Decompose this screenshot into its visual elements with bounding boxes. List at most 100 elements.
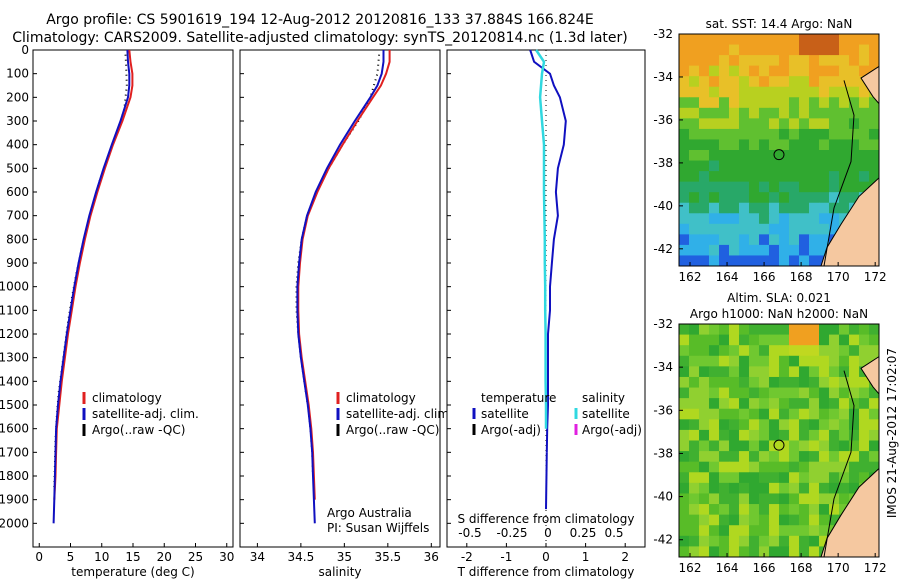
sla-map-cell xyxy=(799,355,810,367)
sla-map-cell xyxy=(689,398,700,410)
sla-map-cell xyxy=(699,546,710,558)
sla-map-cell xyxy=(739,429,750,441)
sst-map-cell xyxy=(679,181,690,193)
sla-map-cell xyxy=(729,366,740,378)
sla-map-cell xyxy=(739,387,750,399)
sla-map-cell xyxy=(729,440,740,452)
sst-map-cell xyxy=(859,139,870,151)
sst-map-cell xyxy=(689,118,700,130)
sla-map-cell xyxy=(799,376,810,389)
sst-map-cell xyxy=(769,107,780,119)
sst-lat-tick-label: -40 xyxy=(653,199,673,213)
sdiff-tick-label: 0.25 xyxy=(570,526,597,540)
sla-map-cell xyxy=(759,482,770,494)
satellite-tdiff-tail xyxy=(545,452,548,510)
sla-map-cell xyxy=(719,387,730,399)
sla-map-cell xyxy=(799,514,810,526)
sla-map-cell xyxy=(729,461,740,473)
sst-map-cell xyxy=(779,128,790,140)
sla-map-cell xyxy=(699,366,710,378)
sla-map-cell xyxy=(689,345,700,357)
salinity-axis-label: salinity xyxy=(318,565,361,579)
sst-map-cell xyxy=(829,223,840,235)
sla-map-cell xyxy=(729,504,740,516)
sla-map-cell xyxy=(719,366,730,378)
sst-map-cell xyxy=(739,139,750,151)
sst-map-cell xyxy=(739,160,750,172)
sla-map-cell xyxy=(759,493,770,505)
sla-map-cell xyxy=(699,408,710,420)
sst-map-cell xyxy=(759,86,770,98)
sst-contour-line xyxy=(823,80,855,267)
sst-map-cell xyxy=(689,128,700,140)
sla-map-cell xyxy=(799,451,810,463)
sla-map-cell xyxy=(749,355,760,367)
sst-map-cell xyxy=(809,76,820,88)
sst-map-cell xyxy=(729,107,740,119)
sst-lon-tick-label: 162 xyxy=(679,270,702,284)
sst-map-cell xyxy=(769,160,780,172)
sla-map-cell xyxy=(819,324,830,336)
sst-map-cell xyxy=(849,128,860,140)
sla-map-cell xyxy=(789,398,800,410)
tdiff-tick-label: -1 xyxy=(500,550,512,564)
sst-map-cell xyxy=(739,181,750,193)
sst-map-cell xyxy=(769,181,780,193)
sla-map-cell xyxy=(809,482,820,494)
sla-map-cell xyxy=(789,482,800,494)
sla-map-cell xyxy=(789,366,800,378)
sla-lon-tick-label: 172 xyxy=(864,561,887,575)
depth-tick-label: 800 xyxy=(6,232,29,246)
sla-map-cell xyxy=(699,440,710,452)
sla-map-cell xyxy=(749,535,760,547)
sst-map-cell xyxy=(749,97,760,109)
sla-map-cell xyxy=(789,440,800,452)
sla-map-cell xyxy=(779,461,790,473)
sla-map-cell xyxy=(749,440,760,452)
sla-map-cell xyxy=(739,535,750,547)
sst-map-cell xyxy=(689,97,700,109)
sla-map-cell xyxy=(759,461,770,473)
sla-map-cell xyxy=(849,376,860,389)
sst-map-cell xyxy=(869,97,880,109)
sla-contour-line xyxy=(823,370,855,558)
sla-map-cell xyxy=(829,408,840,420)
sdiff-axis-label: S difference from climatology xyxy=(458,512,635,526)
sla-map-cell xyxy=(819,482,830,494)
sst-map-cell xyxy=(819,44,830,56)
sla-map-cell xyxy=(689,366,700,378)
sst-map-cell xyxy=(779,213,790,225)
sst-map-cell xyxy=(739,118,750,130)
sla-map-cell xyxy=(759,366,770,378)
sla-map-cell xyxy=(719,546,730,558)
sst-map-cell xyxy=(779,160,790,172)
sst-map-cell xyxy=(849,107,860,119)
figure-title-line2: Climatology: CARS2009. Satellite-adjuste… xyxy=(12,30,628,46)
sla-map-cell xyxy=(799,345,810,357)
sla-map-cell xyxy=(719,451,730,463)
satellite-salinity-line xyxy=(296,50,385,524)
sst-map-cell xyxy=(869,107,880,119)
sdiff-tick-label: 0 xyxy=(544,526,552,540)
annotation-line1: Argo Australia xyxy=(327,506,412,520)
sst-map-cell xyxy=(689,65,700,77)
sst-map-cell xyxy=(679,139,690,151)
sst-map-cell xyxy=(849,181,860,193)
sst-map-cell xyxy=(749,55,760,67)
sla-map-cell xyxy=(859,387,870,399)
sla-map-cell xyxy=(769,355,780,367)
sst-map-cell xyxy=(769,202,780,214)
sla-map-cell xyxy=(779,366,790,378)
sst-map-cell xyxy=(759,55,770,67)
sst-map-cell xyxy=(759,160,770,172)
sst-map-cell xyxy=(679,55,690,67)
sst-map-cell xyxy=(739,234,750,246)
sst-map-cell xyxy=(739,34,750,46)
sla-map-cell xyxy=(819,525,830,537)
sla-map-cell xyxy=(779,387,790,399)
sst-map-cell xyxy=(779,76,790,88)
sst-map-cell xyxy=(739,244,750,256)
sst-map-cell xyxy=(809,86,820,98)
sla-map-cell xyxy=(849,482,860,494)
sst-map-cell xyxy=(709,76,720,88)
